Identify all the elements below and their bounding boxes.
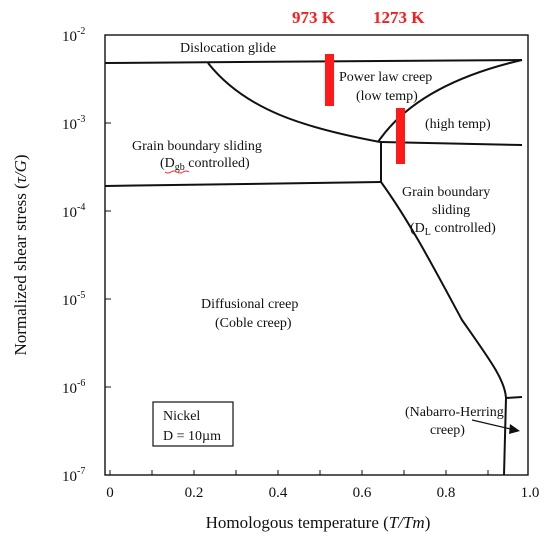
x-tick-label: 0.8 bbox=[437, 485, 456, 501]
gbs-right-sub: L bbox=[425, 227, 431, 238]
y-tick-exp: -3 bbox=[77, 114, 85, 125]
y-tick-label: 10-2 bbox=[62, 26, 85, 45]
y-tick-exp: -2 bbox=[77, 26, 85, 37]
x-tick-label: 0.6 bbox=[353, 485, 372, 501]
y-axis-title-var: τ/G bbox=[11, 160, 30, 183]
plot-frame bbox=[104, 34, 529, 476]
legend-line1: Nickel bbox=[163, 409, 200, 424]
boundary-gbs-dgb-lower bbox=[104, 181, 382, 187]
y-tick-label: 10-6 bbox=[62, 378, 85, 397]
temp-marker-bar-973 bbox=[325, 54, 334, 106]
region-gbs-right-line1: Grain boundary bbox=[402, 185, 490, 200]
y-tick-base: 10 bbox=[62, 469, 77, 485]
region-diffusional-line1: Diffusional creep bbox=[201, 297, 298, 312]
mechanism-boundaries bbox=[104, 59, 523, 476]
gbs-left-rest: controlled) bbox=[185, 156, 250, 171]
temp-marker-bar-1273 bbox=[396, 108, 405, 164]
y-tick-label: 10-5 bbox=[62, 290, 85, 309]
y-tick-base: 10 bbox=[62, 293, 77, 309]
y-tick-label: 10-4 bbox=[62, 202, 85, 221]
region-nabarro-line1: (Nabarro-Herring bbox=[405, 405, 504, 420]
x-tick-label: 1.0 bbox=[521, 485, 540, 501]
region-power-law-line1: Power law creep bbox=[339, 70, 432, 85]
gbs-left-open: ( bbox=[160, 156, 165, 171]
y-tick-base: 10 bbox=[62, 29, 77, 45]
gbs-left-underline bbox=[164, 170, 190, 174]
nabarro-arrow-line bbox=[471, 419, 516, 431]
temp-marker-label-1273: 1273 K bbox=[373, 8, 425, 27]
y-tick-label: 10-3 bbox=[62, 114, 85, 133]
region-gbs-right-line3: (DL controlled) bbox=[410, 221, 496, 238]
boundary-diffusional-to-gbs bbox=[380, 181, 507, 399]
y-axis: 10-2 10-3 10-4 10-5 10-6 10-7 Normalized… bbox=[11, 26, 111, 485]
x-axis-title-end: ) bbox=[425, 513, 431, 532]
legend-box bbox=[152, 401, 234, 447]
gbs-right-open: (D bbox=[410, 221, 425, 236]
region-gbs-left-line2: (Dgb controlled) bbox=[160, 156, 250, 173]
gbs-right-rest: controlled) bbox=[431, 221, 496, 236]
x-axis: 0 0.2 0.4 0.6 0.8 1.0 Homologous tempera… bbox=[106, 470, 539, 532]
y-tick-base: 10 bbox=[62, 205, 77, 221]
region-gbs-left-line1: Grain boundary sliding bbox=[132, 139, 262, 154]
gbs-left-sub: gb bbox=[175, 162, 185, 173]
x-axis-title: Homologous temperature (T/Tm) bbox=[206, 513, 431, 532]
x-tick-label: 0 bbox=[106, 485, 114, 501]
x-axis-title-main: Homologous temperature ( bbox=[206, 513, 390, 532]
x-tick-label: 0.2 bbox=[185, 485, 204, 501]
region-power-law-line2: (low temp) bbox=[356, 89, 418, 104]
y-axis-title: Normalized shear stress (τ/G) bbox=[11, 154, 30, 355]
temp-marker-label-973: 973 K bbox=[292, 8, 336, 27]
boundary-nabarro-herring-top bbox=[505, 396, 523, 399]
boundary-glide-to-grain-boundary bbox=[207, 62, 381, 143]
y-axis-title-main: Normalized shear stress ( bbox=[11, 183, 30, 356]
gbs-left-d: D bbox=[165, 156, 175, 171]
region-diffusional-line2: (Coble creep) bbox=[215, 316, 292, 331]
y-tick-exp: -6 bbox=[77, 378, 85, 389]
x-axis-title-var: T/Tm bbox=[389, 513, 425, 532]
boundary-power-law-high-temp bbox=[377, 59, 523, 143]
region-nabarro-line2: creep) bbox=[430, 423, 465, 438]
region-high-temp: (high temp) bbox=[425, 117, 491, 132]
x-tick-label: 0.4 bbox=[269, 485, 288, 501]
y-tick-exp: -7 bbox=[77, 466, 85, 477]
y-tick-base: 10 bbox=[62, 381, 77, 397]
y-tick-exp: -4 bbox=[77, 202, 85, 213]
nabarro-arrowhead bbox=[509, 424, 520, 434]
y-tick-label: 10-7 bbox=[62, 466, 85, 485]
y-tick-exp: -5 bbox=[77, 290, 85, 301]
legend-line2: D = 10µm bbox=[163, 429, 221, 444]
y-tick-base: 10 bbox=[62, 117, 77, 133]
region-dislocation-glide: Dislocation glide bbox=[180, 41, 276, 56]
y-axis-title-end: ) bbox=[11, 154, 30, 160]
boundary-nabarro-herring-left bbox=[503, 397, 507, 476]
boundary-dislocation-glide bbox=[104, 59, 523, 64]
region-gbs-right-line2: sliding bbox=[432, 203, 470, 218]
